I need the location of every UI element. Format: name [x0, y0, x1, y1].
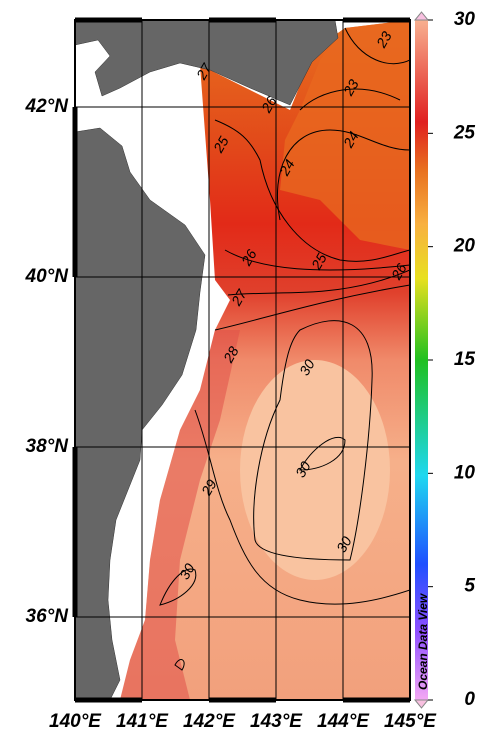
colorbar-label: 5 [464, 576, 475, 597]
lat-label: 38°N [26, 436, 70, 457]
contour-label: 23 [340, 76, 362, 99]
contour-label: 24 [340, 128, 362, 151]
colorbar-label: 10 [454, 462, 476, 483]
lon-label: 145°E [384, 711, 437, 732]
land-hokkaido [75, 20, 339, 106]
contour-label: 26 [238, 246, 260, 269]
colorbar-label: 15 [454, 349, 476, 370]
lat-label: 40°N [25, 266, 70, 287]
warm-core [240, 360, 390, 580]
sea-top-orange [280, 20, 410, 250]
contour-line [227, 269, 410, 296]
lon-label: 143°E [250, 711, 303, 732]
lon-label: 141°E [116, 711, 169, 732]
colorbar-label: 0 [464, 689, 475, 710]
coastal-band [120, 330, 240, 700]
lon-label: 142°E [183, 711, 236, 732]
contour-line [214, 284, 410, 331]
colorbar-label: 20 [453, 236, 476, 257]
contour-label: 30 [333, 533, 355, 555]
colorbar-label: 30 [454, 9, 476, 30]
contour-label: 26 [258, 93, 280, 116]
lat-label: 42°N [25, 96, 70, 117]
contour-label: 30 [296, 356, 318, 378]
colorbar [415, 20, 428, 700]
contour-label: 26 [388, 260, 410, 283]
contour-line [174, 659, 185, 671]
frame-ticks [72, 17, 410, 703]
map-body [75, 20, 410, 700]
land-honshu [75, 127, 206, 700]
credit: Ocean Data View [416, 593, 430, 690]
contour-label: 23 [373, 28, 395, 51]
colorbar-label: 25 [453, 122, 476, 143]
contour-line [276, 129, 410, 221]
contour-line [224, 249, 410, 271]
contour-label: 30 [292, 458, 314, 480]
colorbar-caps [413, 11, 430, 709]
contour-line [159, 568, 197, 606]
contour-label: 24 [276, 156, 298, 179]
contour-label: 30 [176, 560, 198, 582]
lon-label: 140°E [49, 711, 102, 732]
contour-label: 25 [210, 133, 232, 156]
contour-line [214, 119, 410, 262]
lat-label: 36°N [26, 606, 70, 627]
contour-line [299, 436, 346, 471]
graticule [75, 20, 410, 700]
contour-label: 29 [198, 476, 220, 499]
contour-line [253, 320, 373, 561]
contour-line [194, 409, 410, 605]
contour-label: 25 [308, 250, 330, 273]
lon-label: 144°E [317, 711, 370, 732]
contour-label: 28 [220, 343, 242, 366]
contour-line [344, 27, 410, 65]
